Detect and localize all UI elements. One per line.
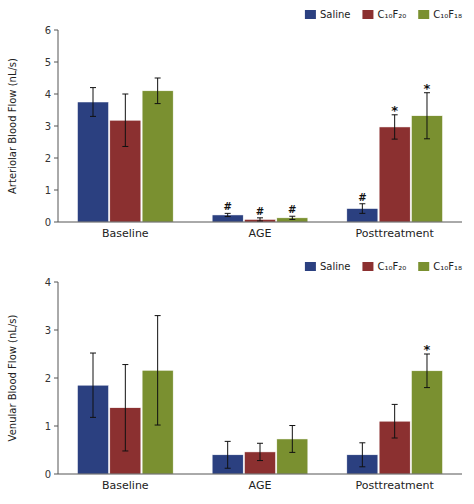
chart-root: 0123456Arteriolar Blood Flow (nL/s)###*#… <box>0 0 474 504</box>
legend: Saline C₁₀F₂₀ C₁₀F₁₈ <box>305 261 462 272</box>
x-tick-label: Posttreatment <box>356 479 435 492</box>
y-axis-label: Arteriolar Blood Flow (nL/s) <box>7 58 18 194</box>
y-tick <box>54 378 58 379</box>
legend-swatch <box>362 10 373 19</box>
error-bar <box>289 426 295 453</box>
x-axis-line <box>58 474 462 475</box>
error-bar <box>359 443 365 467</box>
error-bar <box>155 316 161 425</box>
y-tick <box>54 30 58 31</box>
annotation: * <box>424 81 431 96</box>
y-tick-label: 0 <box>45 469 51 480</box>
bar <box>379 127 410 222</box>
error-bar <box>359 204 365 214</box>
legend-swatch <box>362 262 373 271</box>
y-tick-label: 3 <box>45 121 51 132</box>
panel: 0 1 2 3 4 Venular Blood Flow (nL/s) * Baseline A… <box>7 261 462 492</box>
legend-label: C₁₀F₂₀ <box>377 261 406 272</box>
bar <box>142 91 173 222</box>
legend-swatch <box>305 262 316 271</box>
y-tick <box>54 282 58 283</box>
legend-label: C₁₀F₁₈ <box>433 9 462 20</box>
error-bar <box>90 353 96 417</box>
y-tick-label: 3 <box>45 325 51 336</box>
bar <box>77 102 108 222</box>
annotations: # # # * # * <box>223 81 430 217</box>
error-bar <box>90 88 96 117</box>
y-tick-label: 1 <box>45 185 51 196</box>
error-bar <box>225 441 231 468</box>
annotation: * <box>424 342 431 357</box>
x-tick-label: AGE <box>249 479 272 492</box>
x-tick-label: Posttreatment <box>356 227 435 240</box>
annotation: # <box>223 201 231 212</box>
y-axis-label: Venular Blood Flow (nL/s) <box>7 315 18 442</box>
legend-label: Saline <box>320 261 351 272</box>
y-tick-label: 0 <box>45 217 51 228</box>
error-bar <box>257 443 263 460</box>
y-tick <box>54 426 58 427</box>
y-tick-label: 6 <box>45 25 51 36</box>
y-tick-label: 4 <box>45 89 51 100</box>
marks <box>77 78 442 222</box>
legend-swatch <box>418 262 429 271</box>
y-tick <box>54 158 58 159</box>
y-tick-label: 1 <box>45 421 51 432</box>
legend: Saline C₁₀F₂₀ C₁₀F₁₈ <box>305 9 462 20</box>
legend-swatch <box>305 10 316 19</box>
x-tick-label: Baseline <box>102 227 149 240</box>
y-axis-line <box>58 282 59 474</box>
legend-swatch <box>418 10 429 19</box>
error-bar <box>424 354 430 388</box>
legend-label: Saline <box>320 9 351 20</box>
y-tick <box>54 330 58 331</box>
annotation: # <box>256 206 264 217</box>
x-tick-label: Baseline <box>102 479 149 492</box>
background <box>0 0 474 504</box>
marks <box>77 316 442 474</box>
annotation: # <box>288 204 296 215</box>
error-bar <box>392 115 398 139</box>
annotations: * <box>424 342 431 357</box>
y-tick-label: 4 <box>45 277 51 288</box>
annotation: # <box>358 192 366 203</box>
error-bar <box>424 93 430 139</box>
legend-label: C₁₀F₁₈ <box>433 261 462 272</box>
error-bar <box>122 365 128 451</box>
error-bar <box>392 404 398 438</box>
y-tick-label: 5 <box>45 57 51 68</box>
error-bar <box>122 94 128 146</box>
y-tick <box>54 126 58 127</box>
error-bar <box>257 218 263 221</box>
error-bar <box>155 78 161 104</box>
y-axis-line <box>58 30 59 222</box>
y-tick-label: 2 <box>45 373 51 384</box>
y-tick-label: 2 <box>45 153 51 164</box>
x-axis-line <box>58 222 462 223</box>
y-tick <box>54 474 58 475</box>
panel: 0123456Arteriolar Blood Flow (nL/s)###*#… <box>7 9 462 240</box>
legend-label: C₁₀F₂₀ <box>377 9 406 20</box>
y-tick <box>54 222 58 223</box>
y-tick <box>54 94 58 95</box>
x-tick-label: AGE <box>249 227 272 240</box>
y-tick <box>54 190 58 191</box>
error-bar <box>225 213 231 216</box>
error-bar <box>289 216 295 219</box>
y-tick <box>54 62 58 63</box>
annotation: * <box>391 103 398 118</box>
